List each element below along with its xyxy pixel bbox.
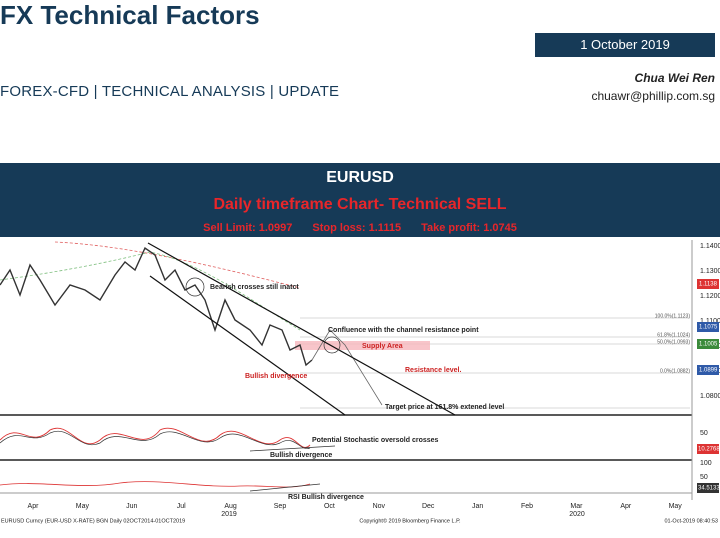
month-label: May: [76, 503, 90, 510]
stochastic: [0, 430, 311, 449]
moving-average: [0, 251, 301, 331]
price-tag: 1.1075: [699, 325, 718, 331]
year-label: 2020: [569, 511, 585, 518]
price-tag: 1.0899: [699, 368, 718, 374]
channel-line: [149, 275, 346, 416]
pair: EURUSD: [326, 169, 394, 186]
headline: Daily timeframe Chart- Technical SELL: [213, 196, 507, 213]
stoch-axis-label: 50: [700, 430, 708, 437]
fib-label: 61.8%(1.1024): [657, 332, 690, 338]
supply-area: [295, 341, 430, 350]
annotation: Resistance level.: [405, 367, 461, 374]
month-label: Jul: [177, 503, 186, 510]
year-label: 2019: [221, 511, 237, 518]
level: Sell Limit: 1.0997: [203, 222, 293, 234]
price-tag: 1.1005: [699, 342, 718, 348]
divergence-line: [249, 483, 321, 492]
price-tag-box: [697, 339, 719, 349]
rsi: [0, 481, 311, 488]
footer: Copyright© 2019 Bloomberg Finance L.P.: [359, 517, 461, 524]
price-axis-label: 1.1100: [700, 318, 720, 325]
month-label: May: [669, 503, 683, 510]
annotation: Bullish divergence: [270, 452, 332, 459]
levels: Sell Limit: 1.0997 Stop loss: 1.1115 Tak…: [0, 222, 720, 234]
month-label: Dec: [422, 503, 435, 510]
channel-line: [147, 242, 456, 416]
title: FX Technical Factors: [0, 0, 260, 30]
annotation: Bullish divergence: [245, 373, 307, 380]
level: Stop loss: 1.1115: [312, 222, 402, 234]
month-label: Mar: [570, 503, 583, 510]
stochastic: [0, 427, 311, 448]
stoch-tag: 10.2768: [698, 447, 720, 453]
divergence-line: [249, 445, 336, 452]
author: Chua Wei Ren: [634, 71, 715, 85]
annotation: Supply Area: [362, 343, 403, 350]
month-label: Aug: [224, 503, 237, 510]
rsi-tag-box: [697, 483, 719, 493]
subtitle: FOREX-CFD | TECHNICAL ANALYSIS | UPDATE: [0, 83, 340, 100]
price-axis-label: 1.1300: [700, 268, 720, 275]
month-label: Oct: [324, 503, 335, 510]
price-tag-box: [697, 279, 719, 289]
price-tag-box: [697, 365, 719, 375]
month-label: Apr: [620, 503, 632, 510]
projection: [311, 329, 383, 406]
price-axis-label: 1.0800: [700, 393, 720, 400]
level: Take profit: 1.0745: [421, 222, 517, 234]
rsi-axis-label: 50: [700, 474, 708, 481]
annotation: Target price at 161.8% extened level: [385, 404, 504, 411]
annotation: Bearish crosses still inatct: [210, 284, 299, 291]
price-tag-box: [697, 322, 719, 332]
month-label: Apr: [28, 503, 40, 510]
footer: EURUSD Curncy (EUR-USD X-RATE) BGN Daily…: [1, 518, 185, 524]
annotation: Confluence with the channel resistance p…: [328, 327, 479, 334]
month-label: Nov: [373, 503, 386, 510]
email: chuawr@phillip.com.sg: [591, 89, 715, 103]
date: 1 October 2019: [535, 33, 715, 57]
price-tag: 1.1138: [699, 282, 718, 288]
month-label: Feb: [521, 503, 533, 510]
fib-label: 50.0%(1.0993): [657, 339, 690, 345]
fib-label: 100.0%(1.1123): [655, 313, 691, 319]
month-label: Jan: [472, 503, 483, 510]
moving-average: [54, 241, 301, 289]
footer: 01-Oct-2019 08:40:53: [664, 518, 718, 524]
fib-label: 0.0%(1.0882): [660, 368, 690, 374]
rsi-axis-label: 100: [700, 460, 712, 467]
month-label: Sep: [274, 503, 287, 510]
stoch-tag-box: [697, 444, 719, 454]
price-axis-label: 1.1400: [700, 243, 720, 250]
marker: [185, 277, 205, 297]
annotation: RSI Bullish divergence: [288, 494, 364, 501]
price: [0, 246, 313, 367]
rsi-tag: 34.5133: [698, 486, 720, 492]
annotation: Potential Stochastic oversold crosses: [312, 437, 439, 444]
month-label: Jun: [126, 503, 137, 510]
banner: [0, 163, 720, 237]
price-axis-label: 1.1200: [700, 293, 720, 300]
marker: [323, 336, 341, 354]
